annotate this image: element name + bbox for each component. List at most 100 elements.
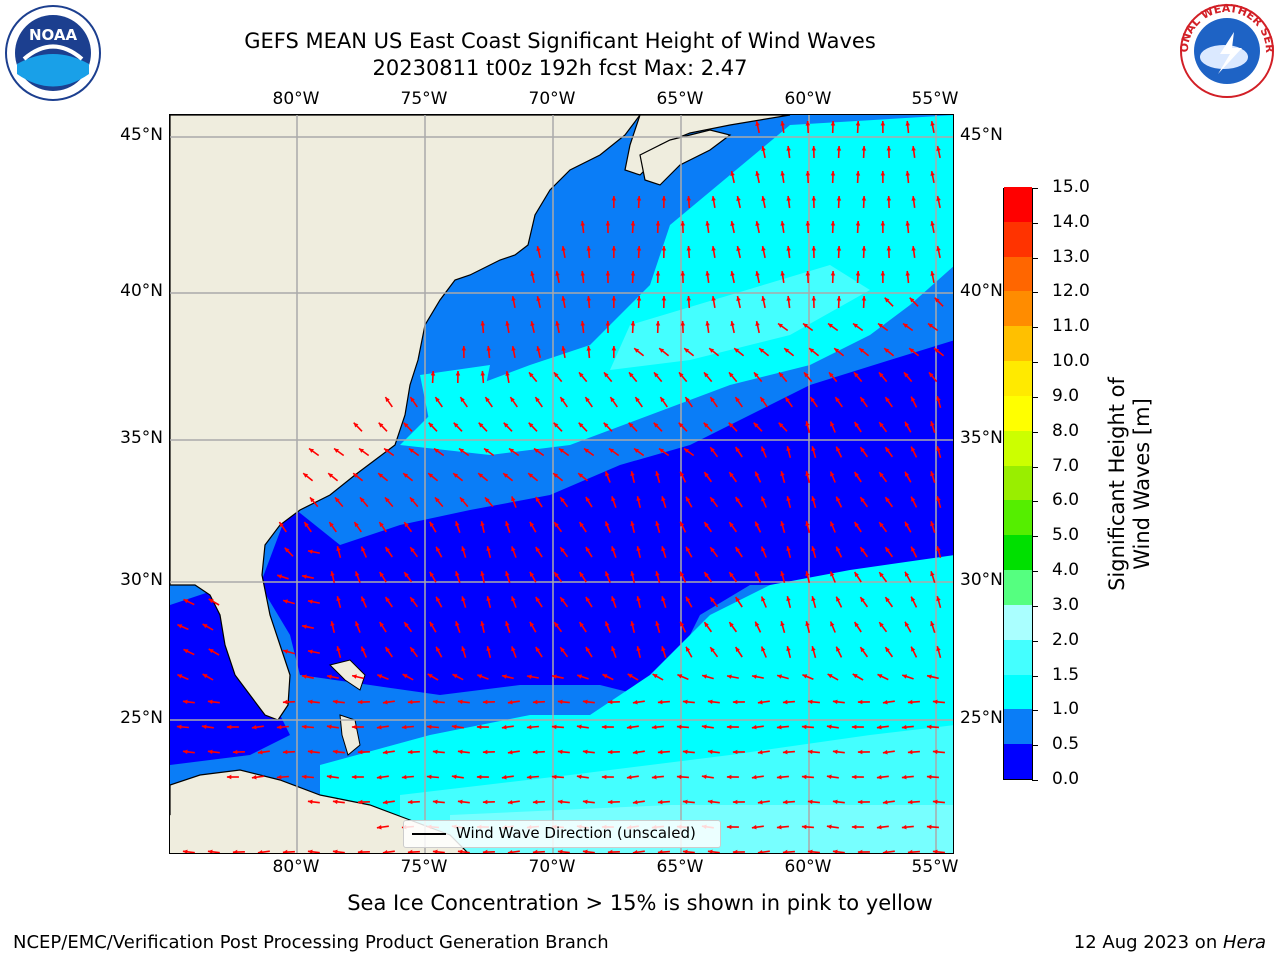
- wind-arrow-head: [830, 421, 835, 427]
- wind-arrow-head: [751, 724, 757, 730]
- map-canvas: [170, 115, 953, 853]
- wind-arrow-head: [576, 774, 582, 779]
- wind-arrow-head: [429, 621, 434, 627]
- wind-arrow-head: [855, 121, 861, 126]
- wind-arrow-head: [605, 621, 610, 627]
- wind-arrow-head: [707, 799, 713, 805]
- wind-arrow-head: [202, 624, 208, 629]
- wind-arrow-head: [626, 774, 632, 780]
- lat-label-right: 45°N: [960, 125, 1003, 145]
- wind-arrow-head: [630, 571, 635, 576]
- wind-arrow-head: [728, 422, 734, 428]
- wind-arrow-head: [880, 271, 886, 276]
- wind-arrow-head: [636, 646, 641, 651]
- wind-arrow-head: [832, 749, 838, 755]
- wind-arrow-head: [582, 699, 588, 705]
- wind-arrow-head: [911, 196, 916, 201]
- wind-arrow-head: [627, 674, 633, 679]
- wind-arrow-head: [860, 547, 865, 553]
- colorbar-tick-mark: [1032, 710, 1038, 712]
- wind-arrow-head: [832, 849, 838, 853]
- wind-arrow-head: [404, 622, 409, 628]
- wind-arrow-head: [655, 271, 661, 276]
- wind-arrow-head: [307, 749, 313, 755]
- wind-arrow-head: [455, 371, 461, 376]
- wind-arrow-head: [379, 621, 384, 627]
- wind-arrow-head: [704, 372, 709, 378]
- wind-arrow-head: [307, 699, 313, 705]
- wind-arrow-head: [929, 372, 934, 378]
- wind-arrow-head: [710, 647, 715, 653]
- wind-arrow-head: [735, 647, 740, 652]
- colorbar-segment: [1004, 256, 1032, 292]
- wind-arrow-head: [686, 596, 691, 602]
- wind-arrow-head: [284, 547, 290, 553]
- wind-arrow-head: [879, 572, 884, 578]
- wind-arrow-head: [561, 346, 566, 351]
- wind-arrow-head: [711, 196, 716, 201]
- wind-arrow-head: [407, 699, 413, 705]
- colorbar-tick-mark: [1032, 222, 1038, 224]
- wind-arrow-head: [805, 521, 810, 526]
- wind-arrow-head: [457, 849, 463, 853]
- wind-arrow-head: [485, 497, 490, 503]
- wind-arrow-head: [886, 196, 892, 201]
- wind-arrow-head: [554, 572, 559, 578]
- wind-arrow-head: [932, 799, 938, 805]
- wind-arrow-head: [436, 596, 441, 602]
- wind-arrow-head: [636, 296, 642, 301]
- wind-arrow-head: [861, 146, 867, 151]
- wind-arrow-head: [626, 724, 632, 730]
- wind-arrow-head: [751, 824, 757, 830]
- colorbar-tick-mark: [1032, 571, 1038, 573]
- wind-arrow-head: [680, 521, 685, 527]
- wind-arrow-head: [661, 496, 666, 502]
- wind-arrow-head: [684, 348, 690, 353]
- chart-subtitle: 20230811 t00z 192h fcst Max: 2.47: [372, 56, 748, 80]
- map-gridlines: [170, 115, 953, 853]
- wind-arrow-head: [382, 850, 388, 853]
- wind-arrow-head: [511, 646, 516, 652]
- wind-arrow-head: [830, 621, 835, 627]
- wind-arrow-head: [682, 699, 688, 705]
- wind-arrow-head: [936, 546, 941, 552]
- wind-arrow-head: [459, 448, 464, 453]
- wind-arrow-head: [786, 146, 791, 151]
- wind-arrow-head: [780, 221, 785, 226]
- wind-arrow-head: [811, 546, 816, 552]
- wind-arrow-head: [357, 799, 363, 805]
- wind-arrow-head: [679, 372, 684, 378]
- lat-label-left: 25°N: [120, 708, 163, 728]
- wind-arrow-head: [885, 547, 890, 553]
- wind-arrow-head: [703, 422, 709, 428]
- wind-arrow-head: [327, 674, 332, 679]
- wind-arrow-head: [579, 372, 584, 378]
- wind-arrow-head: [709, 348, 715, 353]
- wind-arrow-head: [334, 448, 339, 453]
- wind-arrow-head: [852, 674, 858, 679]
- wind-arrow-head: [730, 271, 735, 276]
- wind-arrow-head: [936, 396, 941, 402]
- wind-arrow-head: [429, 571, 434, 577]
- wind-arrow-head: [560, 547, 565, 553]
- colorbar-segment: [1004, 708, 1032, 745]
- wind-arrow-head: [757, 750, 763, 755]
- colorbar-segment: [1004, 534, 1032, 571]
- wind-arrow-head: [930, 171, 935, 176]
- wind-arrow-head: [461, 596, 466, 602]
- colorbar-title: Significant Height of Wind Waves [m]: [1105, 377, 1154, 591]
- wind-arrow-head: [780, 171, 785, 176]
- wind-arrow-head: [361, 646, 366, 652]
- wind-arrow-head: [902, 674, 908, 679]
- wind-arrow-head: [857, 799, 863, 805]
- wind-arrow-head: [928, 323, 933, 328]
- wind-arrow-head: [784, 348, 790, 353]
- wind-arrow-head: [208, 599, 214, 604]
- wind-arrow-head: [382, 750, 388, 755]
- wind-arrow-head: [809, 348, 815, 353]
- wind-arrow-head: [905, 621, 910, 627]
- wind-arrow-head: [659, 348, 665, 353]
- wind-arrow-head: [732, 799, 738, 805]
- wind-arrow-head: [303, 473, 309, 478]
- wind-arrow-head: [786, 646, 791, 651]
